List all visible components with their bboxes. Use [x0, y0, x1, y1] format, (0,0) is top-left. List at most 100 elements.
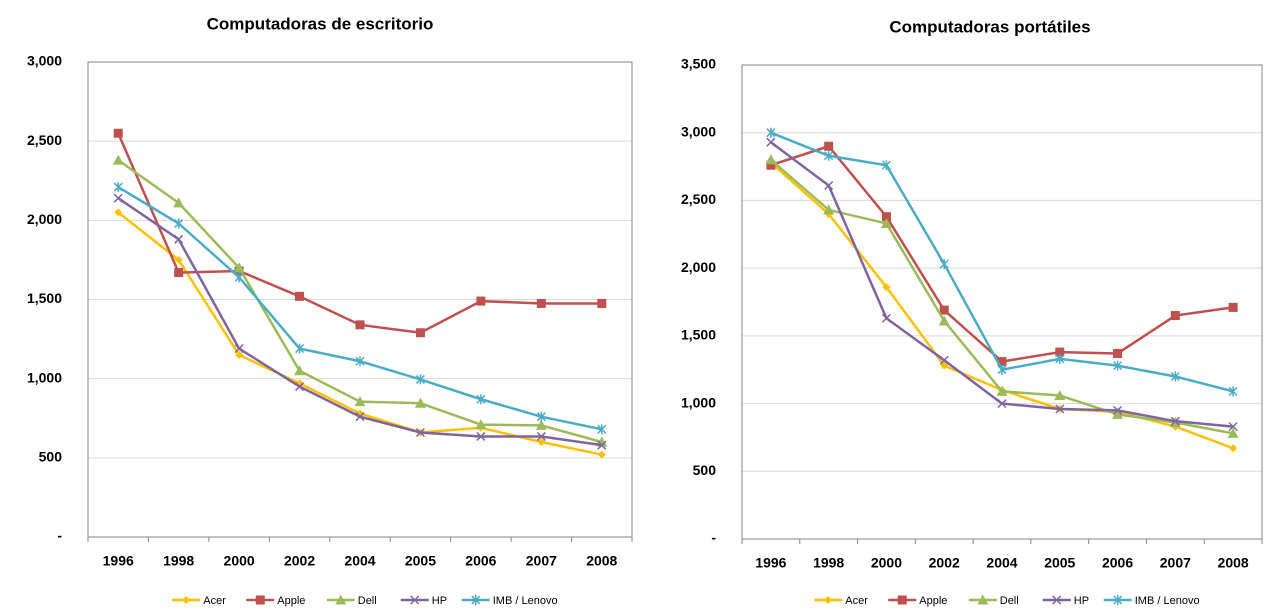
- marker: [897, 595, 907, 605]
- legend-label: Apple: [919, 595, 947, 607]
- marker: [1170, 416, 1180, 426]
- marker: [475, 419, 487, 430]
- y-tick-label: 2,500: [27, 132, 62, 148]
- marker: [996, 385, 1008, 396]
- chart: Computadoras de escritorio - 500 1,000 1,500…: [27, 14, 633, 607]
- legend-label: Apple: [277, 595, 305, 607]
- y-tick-label: -: [57, 528, 62, 544]
- marker: [415, 328, 425, 338]
- marker: [1228, 302, 1238, 312]
- x-tick-label: 1996: [755, 555, 786, 571]
- marker: [182, 596, 191, 604]
- marker: [414, 397, 426, 408]
- marker: [1112, 408, 1124, 419]
- marker: [597, 440, 607, 450]
- y-tick-label: 1,000: [27, 369, 62, 385]
- marker: [112, 154, 124, 165]
- marker: [173, 197, 185, 208]
- y-tick-label: -: [711, 530, 716, 546]
- legend-label: IMB / Lenovo: [493, 595, 558, 607]
- marker: [415, 374, 425, 385]
- x-tick-label: 2008: [586, 553, 617, 569]
- marker: [255, 595, 265, 605]
- legend-label: Dell: [1000, 595, 1019, 607]
- legend-label: IMB / Lenovo: [1135, 595, 1200, 607]
- legend-label: HP: [1074, 595, 1089, 607]
- y-tick-label: 2,000: [681, 259, 716, 275]
- marker: [476, 394, 486, 405]
- x-tick-label: 2005: [405, 553, 436, 569]
- x-tick-label: 2000: [224, 553, 255, 569]
- marker: [113, 193, 123, 203]
- marker: [415, 427, 425, 438]
- y-tick-label: 2,500: [681, 191, 716, 207]
- y-tick-label: 2,000: [27, 211, 62, 227]
- plot-border: [741, 64, 1263, 540]
- marker: [234, 272, 244, 283]
- marker: [1227, 427, 1239, 438]
- marker: [882, 283, 891, 292]
- legend-label: Acer: [203, 595, 226, 607]
- x-tick-label: 2008: [1218, 555, 1249, 571]
- x-tick-label: 1998: [163, 553, 194, 569]
- chart: Computadoras portátiles - 500 1,000 1,500 2,0…: [681, 17, 1263, 607]
- marker: [1113, 348, 1123, 358]
- marker: [476, 431, 486, 441]
- marker: [997, 399, 1007, 409]
- series-line: [117, 211, 603, 456]
- marker: [471, 595, 481, 605]
- marker: [536, 411, 546, 422]
- marker: [536, 298, 546, 308]
- x-tick-label: 2004: [344, 553, 375, 569]
- marker: [174, 218, 184, 229]
- x-tick-label: 1996: [103, 553, 134, 569]
- x-tick-label: 2006: [465, 553, 496, 569]
- marker: [1170, 371, 1180, 382]
- marker: [997, 357, 1007, 367]
- marker: [1055, 353, 1065, 364]
- marker: [881, 313, 891, 323]
- x-tick-label: 2007: [526, 553, 557, 569]
- marker: [1054, 389, 1066, 400]
- marker: [174, 234, 184, 244]
- x-tick-label: 2007: [1160, 555, 1191, 571]
- y-tick-label: 3,000: [681, 123, 716, 139]
- marker: [823, 204, 835, 215]
- marker: [295, 343, 305, 354]
- marker: [355, 320, 365, 330]
- marker: [766, 137, 776, 147]
- marker: [1113, 595, 1123, 605]
- series-line: [770, 161, 1234, 450]
- marker: [940, 361, 949, 370]
- marker: [881, 160, 891, 171]
- marker: [880, 217, 892, 228]
- marker: [938, 315, 950, 326]
- marker: [113, 182, 123, 193]
- marker: [1170, 311, 1180, 321]
- marker: [174, 268, 184, 278]
- series-line: [770, 131, 1234, 393]
- marker: [1052, 595, 1062, 605]
- marker: [597, 298, 607, 308]
- marker: [114, 208, 123, 217]
- x-tick-label: 2004: [986, 555, 1017, 571]
- marker: [939, 305, 949, 315]
- marker: [597, 450, 606, 459]
- marker: [537, 438, 546, 446]
- marker: [881, 212, 891, 222]
- y-tick-label: 3,000: [27, 53, 62, 69]
- marker: [355, 356, 365, 367]
- marker: [1228, 422, 1238, 432]
- marker: [824, 181, 834, 191]
- y-tick-label: 3,500: [681, 56, 716, 72]
- marker: [235, 350, 244, 359]
- legend-label: Acer: [845, 595, 868, 607]
- marker: [597, 424, 607, 435]
- marker: [295, 291, 305, 301]
- x-tick-label: 2006: [1102, 555, 1133, 571]
- marker: [1055, 347, 1065, 357]
- series-line: [770, 144, 1234, 363]
- marker: [1055, 404, 1065, 414]
- marker: [476, 296, 486, 306]
